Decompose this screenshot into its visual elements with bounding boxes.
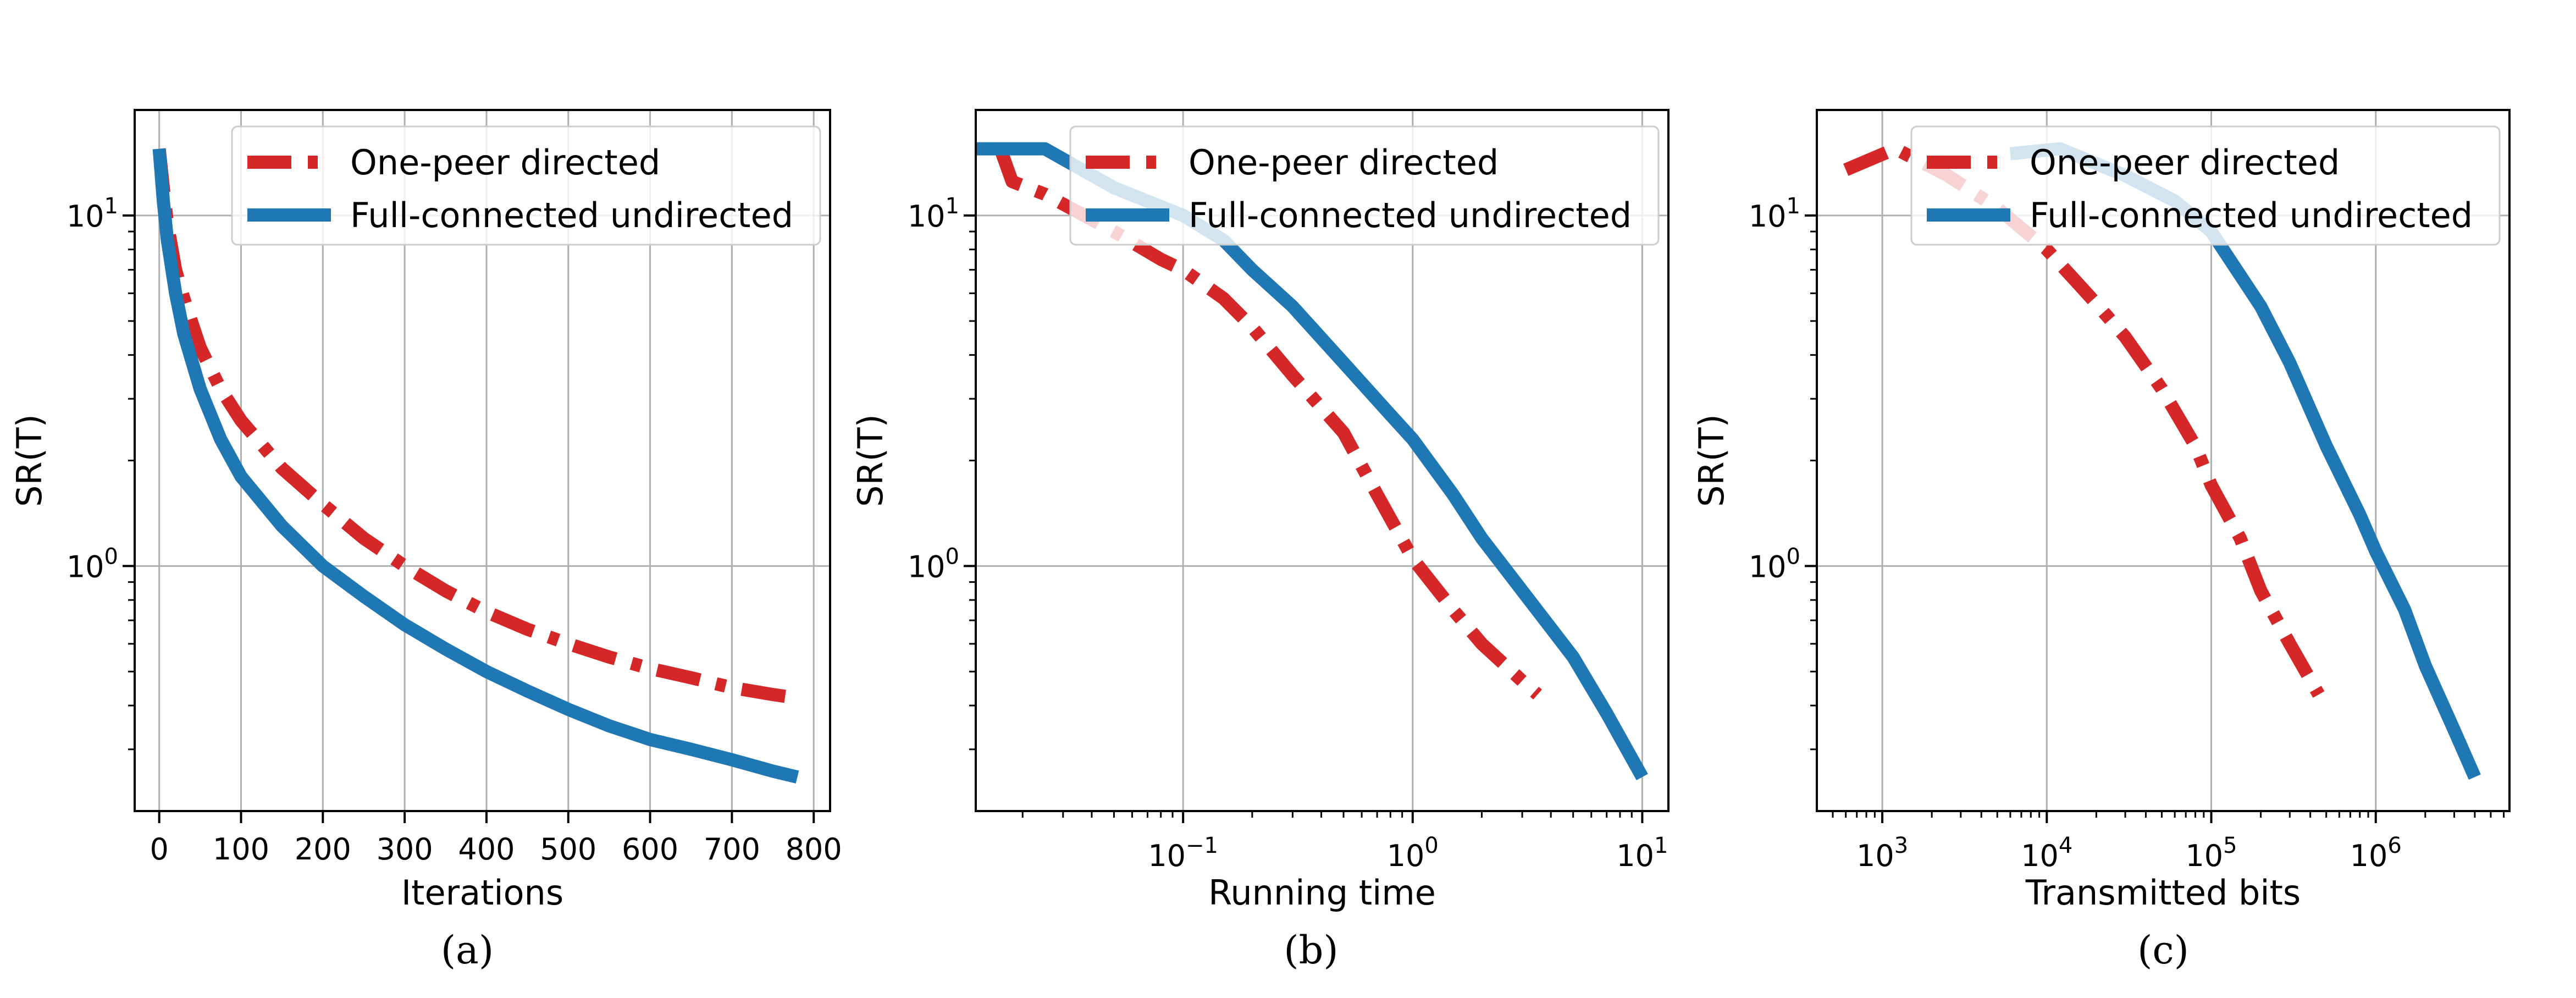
x-tick-label-2: 200 bbox=[295, 832, 351, 867]
y-tick-label-0-base: 10 bbox=[67, 549, 104, 584]
y-tick-label-1-exp: 1 bbox=[946, 194, 959, 219]
x-tick-label-1-exp: 4 bbox=[2059, 833, 2072, 858]
x-tick-label-1: 104 bbox=[2021, 833, 2072, 873]
x-tick-label-0: 103 bbox=[1856, 833, 1908, 873]
x-tick-label-1-base: 10 bbox=[1387, 839, 1425, 873]
legend-box bbox=[231, 125, 821, 246]
legend-label-one-peer: One-peer directed bbox=[2030, 142, 2340, 183]
y-tick-label-0: 100 bbox=[1749, 544, 1800, 584]
x-axis-label: Running time bbox=[1208, 873, 1436, 913]
panel-caption: (c) bbox=[2137, 928, 2189, 973]
legend-label-full-connected: Full-connected undirected bbox=[350, 195, 793, 235]
x-tick-label-0-base: 10 bbox=[1148, 839, 1186, 873]
x-axis-label: Iterations bbox=[401, 873, 563, 913]
x-tick-label-3-base: 10 bbox=[2350, 839, 2388, 873]
x-tick-label-3-exp: 6 bbox=[2387, 833, 2401, 858]
y-tick-label-1: 101 bbox=[908, 194, 959, 234]
y-tick-label-1-exp: 1 bbox=[104, 194, 118, 219]
legend: One-peer directed Full-connected undirect… bbox=[1910, 125, 2501, 246]
y-tick-label-1-base: 10 bbox=[1749, 199, 1787, 234]
x-tick-label-3: 300 bbox=[377, 832, 433, 867]
x-tick-label-1-base: 10 bbox=[2021, 839, 2059, 873]
panel-1: 0 100 200 300 400 500 600 700 800100101Iteration… bbox=[9, 109, 842, 973]
x-tick-label-4: 400 bbox=[458, 832, 515, 867]
y-tick-label-0-base: 10 bbox=[1749, 549, 1787, 584]
legend-label-full-connected: Full-connected undirected bbox=[2030, 195, 2473, 235]
series-group bbox=[152, 148, 799, 784]
x-tick-label-7: 700 bbox=[704, 832, 760, 867]
x-tick-label-0-exp: 3 bbox=[1894, 833, 1908, 858]
x-tick-label-5: 500 bbox=[540, 832, 596, 867]
panel-caption: (b) bbox=[1284, 928, 1338, 973]
y-tick-label-1-base: 10 bbox=[67, 199, 104, 234]
x-tick-label-2-base: 10 bbox=[1616, 839, 1654, 873]
series-line-one-peer bbox=[152, 148, 799, 705]
x-tick-label-0-base: 10 bbox=[1856, 839, 1894, 873]
x-tick-label-0: 0 bbox=[150, 832, 168, 867]
x-tick-label-2-base: 10 bbox=[2185, 839, 2223, 873]
legend-label-full-connected: Full-connected undirected bbox=[1189, 195, 1632, 235]
x-tick-label-2: 105 bbox=[2185, 833, 2237, 873]
y-tick-label-0-base: 10 bbox=[908, 549, 946, 584]
legend-box bbox=[1910, 125, 2501, 246]
y-tick-label-0-exp: 0 bbox=[104, 544, 118, 569]
legend-label-one-peer: One-peer directed bbox=[350, 142, 660, 183]
x-tick-label-2-exp: 5 bbox=[2223, 833, 2237, 858]
y-tick-label-1-base: 10 bbox=[908, 199, 946, 234]
x-tick-label-1-exp: 0 bbox=[1424, 833, 1438, 858]
legend: One-peer directed Full-connected undirect… bbox=[1069, 125, 1660, 246]
y-tick-label-1: 101 bbox=[1749, 194, 1800, 234]
legend: One-peer directed Full-connected undirect… bbox=[231, 125, 821, 246]
panel-caption: (a) bbox=[441, 928, 494, 973]
y-axis-label: SR(T) bbox=[9, 414, 49, 507]
y-tick-label-0: 100 bbox=[908, 544, 959, 584]
x-tick-label-1: 100 bbox=[213, 832, 269, 867]
x-tick-label-6: 600 bbox=[622, 832, 678, 867]
legend-box bbox=[1069, 125, 1660, 246]
x-tick-label-8: 800 bbox=[786, 832, 842, 867]
series-line-full-connected bbox=[152, 148, 799, 784]
x-tick-label-2: 101 bbox=[1616, 833, 1668, 873]
y-axis-label: SR(T) bbox=[850, 414, 891, 507]
x-tick-label-0-exp: −1 bbox=[1186, 833, 1218, 858]
legend-label-one-peer: One-peer directed bbox=[1189, 142, 1499, 183]
y-tick-label-1: 101 bbox=[67, 194, 118, 234]
x-axis-label: Transmitted bits bbox=[2025, 873, 2301, 913]
y-tick-label-1-exp: 1 bbox=[1787, 194, 1800, 219]
x-tick-label-2-exp: 1 bbox=[1654, 833, 1668, 858]
y-tick-label-0: 100 bbox=[67, 544, 118, 584]
x-tick-label-0: 10−1 bbox=[1148, 833, 1218, 873]
y-tick-label-0-exp: 0 bbox=[946, 544, 959, 569]
x-tick-label-1: 100 bbox=[1387, 833, 1439, 873]
series-line-one-peer bbox=[1843, 142, 2325, 698]
x-tick-label-3: 106 bbox=[2350, 833, 2402, 873]
y-axis-label: SR(T) bbox=[1691, 414, 1732, 507]
y-tick-label-0-exp: 0 bbox=[1787, 544, 1800, 569]
